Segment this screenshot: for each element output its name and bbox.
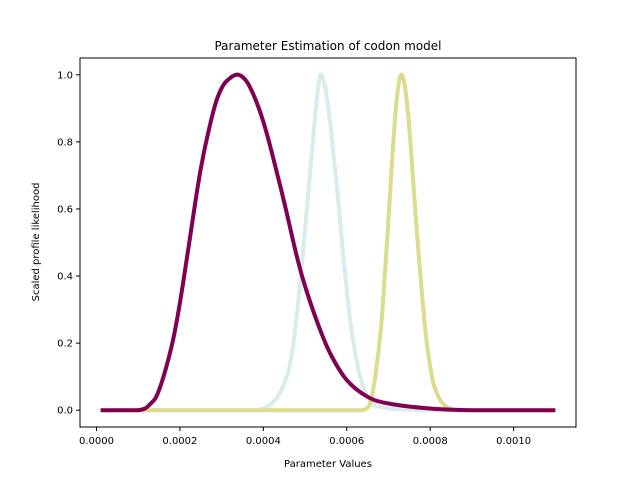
x-tick-label: 0.0000 bbox=[79, 436, 114, 447]
x-tick-label: 0.0006 bbox=[329, 436, 364, 447]
y-tick-label: 0.6 bbox=[57, 204, 73, 215]
series-line-3 bbox=[100, 72, 556, 413]
y-tick-label: 0.2 bbox=[57, 339, 73, 350]
x-tick-label: 0.0002 bbox=[162, 436, 197, 447]
y-tick-label: 1.0 bbox=[57, 70, 73, 81]
chart-title: Parameter Estimation of codon model bbox=[214, 39, 441, 53]
series-line-1 bbox=[100, 72, 556, 413]
x-tick-label: 0.0010 bbox=[496, 436, 531, 447]
series-line-2 bbox=[100, 72, 556, 413]
x-tick-label: 0.0008 bbox=[413, 436, 448, 447]
y-axis-ticks: 0.0 0.2 0.4 0.6 0.8 1.0 bbox=[57, 70, 80, 417]
x-axis-label: Parameter Values bbox=[284, 459, 372, 470]
y-tick-label: 0.0 bbox=[57, 406, 73, 417]
x-axis-ticks: 0.0000 0.0002 0.0004 0.0006 0.0008 0.0010 bbox=[79, 427, 531, 447]
plot-frame bbox=[79, 57, 577, 428]
y-axis-label: Scaled profile likelihood bbox=[31, 183, 42, 302]
y-tick-label: 0.8 bbox=[57, 137, 73, 148]
plot-lines bbox=[100, 72, 556, 413]
y-tick-label: 0.4 bbox=[57, 272, 73, 283]
x-tick-label: 0.0004 bbox=[246, 436, 281, 447]
